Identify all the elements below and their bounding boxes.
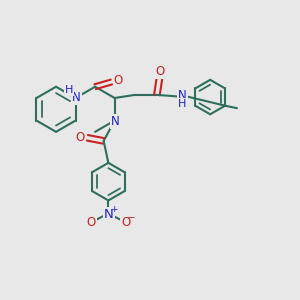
Text: +: + (110, 205, 117, 214)
Text: −: − (127, 213, 135, 223)
Text: N: N (104, 208, 114, 221)
Text: H: H (178, 99, 187, 109)
Text: O: O (86, 215, 96, 229)
Text: O: O (121, 215, 130, 229)
Text: H: H (64, 85, 73, 95)
Text: O: O (114, 74, 123, 87)
Text: O: O (76, 131, 85, 144)
Text: O: O (155, 65, 165, 78)
Text: N: N (178, 89, 187, 102)
Text: N: N (72, 91, 81, 104)
Text: N: N (111, 115, 120, 128)
